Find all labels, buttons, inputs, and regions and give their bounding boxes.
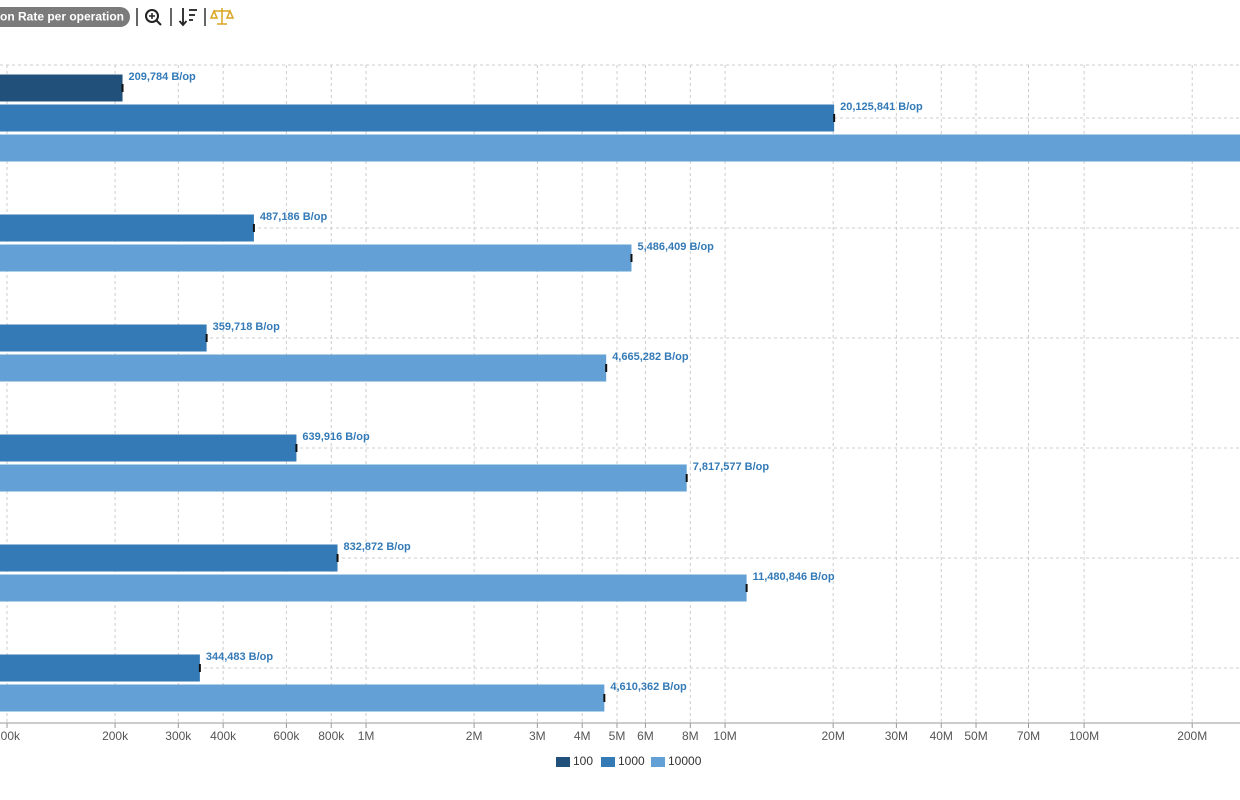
value-label: 344,483 B/op <box>206 651 274 663</box>
value-label: 832,872 B/op <box>344 541 412 553</box>
bar <box>0 244 632 272</box>
bar <box>0 684 605 712</box>
x-tick-label: 20M <box>821 729 844 743</box>
legend-swatch <box>651 757 665 767</box>
value-label: 487,186 B/op <box>260 211 328 223</box>
x-tick-label: 4M <box>574 729 591 743</box>
x-tick-label: 100M <box>1069 729 1099 743</box>
compare-icon[interactable] <box>209 8 235 25</box>
bar <box>0 574 747 602</box>
x-tick-label: 600k <box>273 729 300 743</box>
legend-swatch <box>556 757 570 767</box>
x-tick-label: 2M <box>466 729 483 743</box>
bar <box>0 134 1240 162</box>
bar <box>0 544 338 572</box>
value-label: 5,486,409 B/op <box>637 241 714 253</box>
plot-area: 209,784 B/op 20,125,841 B/op 487,186 B/op 3… <box>0 64 1240 723</box>
x-tick-label: 200M <box>1177 729 1207 743</box>
metric-label: on Rate per operation <box>0 10 124 24</box>
bar <box>0 354 607 382</box>
value-label: 11,480,846 B/op <box>753 571 835 583</box>
bar <box>0 434 297 462</box>
value-label: 359,718 B/op <box>213 321 281 333</box>
legend-label: 1000 <box>618 754 645 768</box>
value-label: 4,665,282 B/op <box>612 351 689 363</box>
legend-label: 100 <box>573 754 593 768</box>
x-tick-label: 8M <box>682 729 699 743</box>
value-label: 4,610,362 B/op <box>610 681 687 693</box>
legend-swatch <box>601 757 615 767</box>
x-tick-label: 3M <box>529 729 546 743</box>
x-tick-label: 70M <box>1017 729 1040 743</box>
bar <box>0 104 835 132</box>
zoom-icon[interactable] <box>145 9 162 26</box>
bar <box>0 214 254 242</box>
x-tick-label: 40M <box>930 729 953 743</box>
value-label: 639,916 B/op <box>302 431 370 443</box>
bar <box>0 324 207 352</box>
x-tick-label: 800k <box>318 729 345 743</box>
x-tick-label: 30M <box>885 729 908 743</box>
sort-icon[interactable] <box>178 8 198 27</box>
x-tick-label: 10M <box>713 729 736 743</box>
value-label: 20,125,841 B/op <box>840 101 923 113</box>
legend-label: 10000 <box>668 754 702 768</box>
x-tick-label: 1M <box>358 729 375 743</box>
x-tick-label: 200k <box>102 729 129 743</box>
x-tick-label: 400k <box>210 729 237 743</box>
value-label: 209,784 B/op <box>129 71 197 83</box>
value-label: 7,817,577 B/op <box>693 461 770 473</box>
bar <box>0 74 123 102</box>
x-tick-label: 50M <box>964 729 987 743</box>
x-tick-label: 5M <box>609 729 626 743</box>
toolbar: on Rate per operation <box>0 7 235 27</box>
x-tick-label: 300k <box>165 729 192 743</box>
x-tick-label: 100k <box>0 729 21 743</box>
bar <box>0 464 687 492</box>
x-tick-label: 6M <box>637 729 654 743</box>
bar <box>0 654 200 682</box>
metric-pill[interactable] <box>0 7 130 27</box>
